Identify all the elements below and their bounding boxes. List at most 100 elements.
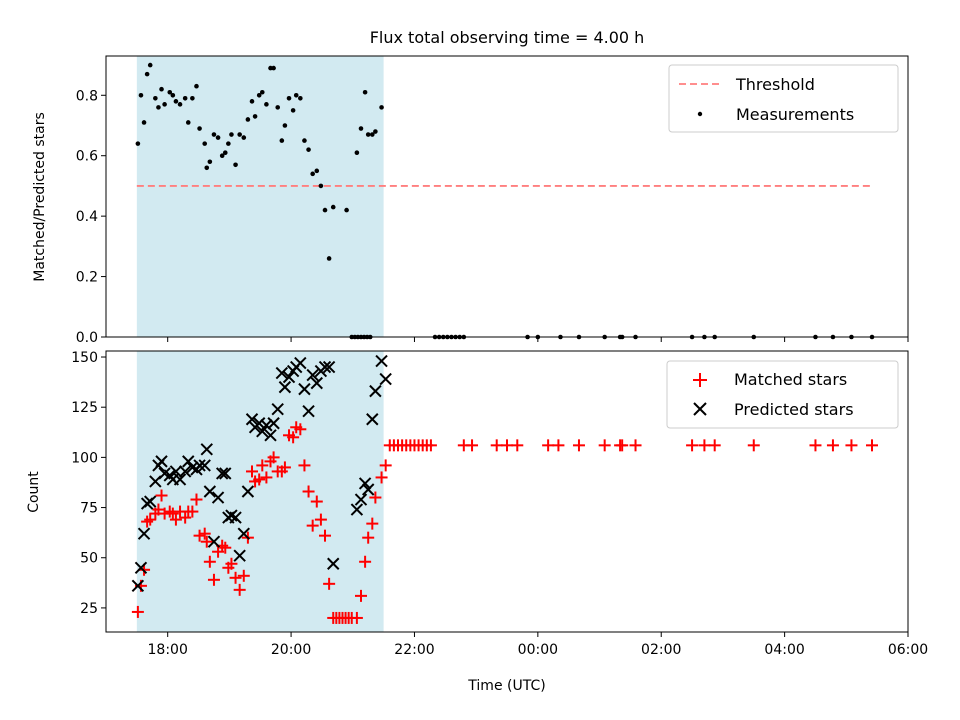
matched-star-point	[466, 439, 479, 452]
matched-star-point	[572, 439, 585, 452]
predicted-star-point	[215, 467, 229, 480]
matched-star-point	[501, 439, 513, 452]
measurement-point	[298, 96, 303, 101]
measurement-point	[226, 141, 231, 146]
measurement-point	[282, 123, 288, 128]
predicted-star-point	[252, 417, 266, 430]
matched-star-point	[379, 459, 392, 472]
measurement-point	[167, 89, 173, 95]
bottom-legend: Matched stars Predicted stars	[666, 360, 899, 429]
matched-star-point	[826, 439, 839, 452]
predicted-star-point	[350, 503, 364, 516]
measurement-point	[138, 92, 144, 98]
measurement-point	[141, 120, 147, 125]
measurement-point	[249, 99, 255, 104]
bottom-legend-box	[666, 360, 899, 429]
matched-star-point	[369, 491, 382, 504]
matched-star-point	[314, 513, 327, 526]
matched-star-point	[278, 461, 291, 474]
matched-star-point	[490, 439, 503, 452]
predicted-star-point	[203, 485, 217, 498]
measurement-point	[314, 168, 320, 174]
matched-star-point	[359, 555, 372, 568]
predicted-star-point	[358, 477, 372, 490]
measurement-point	[264, 102, 269, 107]
matched-star-point	[552, 439, 565, 452]
predicted-star-point	[366, 413, 379, 426]
predicted-star-point	[245, 413, 259, 426]
matched-star-point	[186, 505, 199, 518]
bottom-xtick-label: 00:00	[518, 642, 558, 658]
predicted-star-point	[211, 491, 225, 504]
measurement-point	[362, 89, 368, 95]
matched-star-point	[350, 611, 363, 624]
top-legend: Threshold Measurements	[668, 64, 899, 133]
measurement-point	[190, 96, 195, 101]
matched-star-point	[686, 439, 699, 452]
matched-star-point	[323, 577, 336, 590]
predicted-star-point	[322, 360, 336, 374]
measurement-point	[135, 141, 141, 146]
matched-star-point	[200, 535, 213, 548]
legend-measurements-swatch	[697, 111, 703, 117]
measurement-point	[275, 105, 281, 110]
matched-star-point	[362, 531, 375, 544]
bottom-ytick-label: 150	[71, 350, 98, 366]
measurement-point	[365, 132, 371, 137]
measurement-point	[302, 138, 307, 143]
matched-star-point	[190, 493, 203, 506]
measurement-point	[202, 141, 208, 146]
measurement-point	[286, 96, 292, 101]
legend-matched-swatch	[693, 373, 707, 387]
matched-star-point	[166, 507, 179, 520]
measurement-point	[322, 207, 328, 213]
predicted-star-point	[264, 429, 277, 442]
matched-star-point	[708, 439, 721, 452]
bottom-xtick-label: 20:00	[271, 642, 311, 658]
measurement-point	[185, 120, 191, 125]
predicted-star-point	[229, 511, 242, 524]
measurement-point	[373, 129, 378, 134]
measurement-point	[326, 256, 332, 261]
measurement-point	[215, 135, 221, 140]
bottom-xlabel: Time (UTC)	[467, 678, 545, 694]
measurement-point	[147, 62, 153, 68]
matched-star-point	[354, 589, 367, 602]
matched-star-point	[698, 439, 711, 452]
predicted-star-point	[237, 527, 250, 540]
measurement-point	[194, 83, 199, 89]
measurement-point	[182, 96, 188, 101]
predicted-star-point	[241, 485, 255, 498]
predicted-star-point	[271, 403, 284, 416]
matched-star-point	[253, 473, 266, 486]
top-ytick-label: 0.8	[76, 88, 98, 104]
matched-star-point	[219, 541, 232, 554]
matched-star-point	[287, 431, 300, 444]
matched-star-point	[306, 519, 319, 532]
measurement-point	[241, 135, 247, 140]
measurement-point	[259, 89, 265, 95]
predicted-star-point	[155, 455, 168, 468]
measurement-point	[162, 102, 167, 107]
matched-star-point	[152, 503, 165, 516]
bottom-plot-frame	[105, 350, 909, 633]
top-ytick-label: 0.2	[76, 270, 98, 286]
matched-star-point	[246, 465, 259, 478]
matched-star-point	[155, 489, 168, 502]
matched-star-point	[809, 439, 822, 452]
measurement-point	[170, 92, 176, 98]
predicted-star-point	[318, 360, 332, 374]
measurement-point	[153, 96, 158, 101]
measurement-point	[344, 207, 349, 213]
matched-star-point	[169, 513, 182, 526]
predicted-star-point	[379, 372, 392, 386]
matched-star-point	[424, 439, 437, 452]
matched-star-point	[747, 439, 760, 452]
top-ytick-label: 0.6	[76, 149, 98, 165]
matched-star-point	[193, 529, 206, 542]
measurement-point	[204, 165, 210, 171]
predicted-star-point	[173, 473, 187, 486]
predicted-star-point	[233, 549, 246, 562]
bottom-xtick-label: 02:00	[641, 642, 681, 658]
